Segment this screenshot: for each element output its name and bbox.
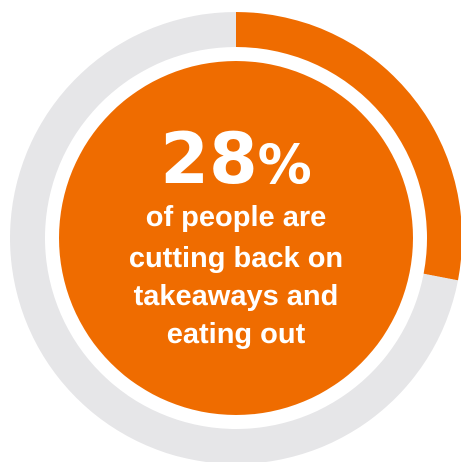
center-percent-label: 28%	[160, 118, 312, 200]
caption-line-3: takeaways and	[134, 280, 339, 312]
caption-line-1: of people are	[146, 201, 327, 233]
caption-line-4: eating out	[167, 318, 306, 350]
caption-line-2: cutting back on	[129, 242, 343, 274]
center-disc	[59, 61, 413, 415]
donut-ring	[10, 12, 461, 462]
center-percent-unit: %	[258, 133, 312, 196]
center-percent-value: 28	[160, 118, 257, 200]
donut-slice-highlight	[236, 12, 461, 281]
